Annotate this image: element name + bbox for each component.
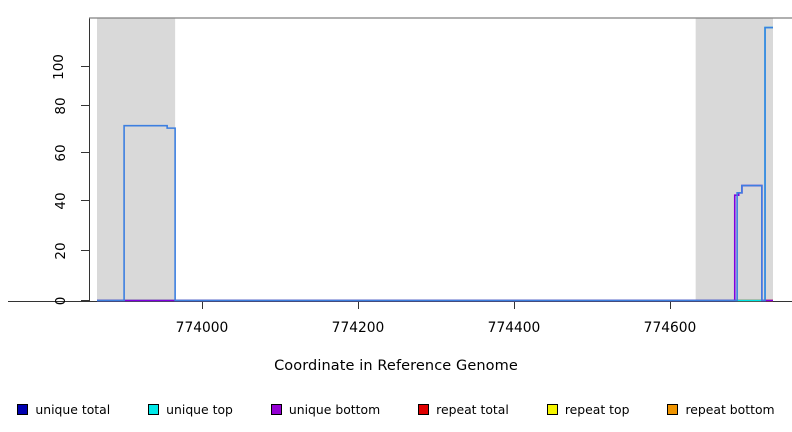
legend-swatch-repeat-bottom xyxy=(667,404,678,415)
repeat-region-left xyxy=(97,18,175,301)
legend-swatch-repeat-total xyxy=(418,404,429,415)
series-line-unique-top xyxy=(97,28,773,301)
data-series-layer xyxy=(97,28,773,301)
legend-swatch-unique-total xyxy=(17,404,28,415)
legend-label-unique-bottom: unique bottom xyxy=(289,402,380,417)
legend-item-repeat-total[interactable]: repeat total xyxy=(418,402,509,417)
series-line-unique-total xyxy=(97,28,773,301)
legend: unique total unique top unique bottom re… xyxy=(0,398,792,420)
legend-swatch-repeat-top xyxy=(547,404,558,415)
plot-canvas xyxy=(0,0,792,432)
series-line-unique-bottom xyxy=(97,186,773,301)
legend-label-repeat-top: repeat top xyxy=(565,402,630,417)
legend-label-unique-total: unique total xyxy=(35,402,110,417)
legend-item-repeat-bottom[interactable]: repeat bottom xyxy=(667,402,774,417)
legend-label-unique-top: unique top xyxy=(166,402,233,417)
legend-swatch-unique-bottom xyxy=(271,404,282,415)
legend-label-repeat-bottom: repeat bottom xyxy=(685,402,774,417)
legend-item-unique-total[interactable]: unique total xyxy=(17,402,110,417)
legend-label-repeat-total: repeat total xyxy=(436,402,509,417)
legend-item-unique-top[interactable]: unique top xyxy=(148,402,233,417)
chart-root: 100 80 60 40 20 0 Read Coverage Depth 77… xyxy=(0,0,792,432)
legend-swatch-unique-top xyxy=(148,404,159,415)
shaded-regions xyxy=(97,18,773,301)
legend-item-repeat-top[interactable]: repeat top xyxy=(547,402,630,417)
legend-item-unique-bottom[interactable]: unique bottom xyxy=(271,402,380,417)
